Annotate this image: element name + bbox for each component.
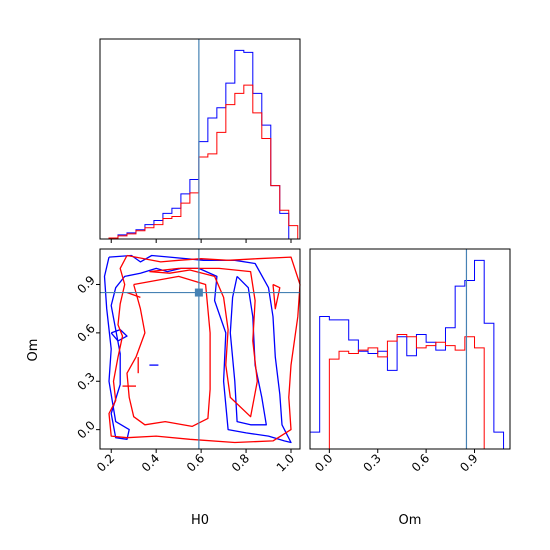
h0-x-tick-label-3: 0.8 xyxy=(229,451,252,474)
contour-series-b-3 xyxy=(126,275,211,428)
x-axis-label-om: Om xyxy=(399,513,422,528)
om-y-tick-label-1: 0.3 xyxy=(74,370,97,393)
om-x-tick-label-3: 0.9 xyxy=(457,451,480,474)
panel-h0-histogram xyxy=(99,38,301,243)
y-axis-label-om: Om xyxy=(26,339,41,362)
om-histogram-step-1 xyxy=(309,259,510,450)
x-axis-label-h0: H0 xyxy=(191,513,209,528)
h0-x-tick-label-0: 0.2 xyxy=(94,451,117,474)
contour-series xyxy=(103,254,301,444)
om-x-tick-label-2: 0.6 xyxy=(409,451,432,474)
h0-x-tick-label-1: 0.4 xyxy=(139,451,162,474)
h0-histogram-ticks xyxy=(110,239,292,243)
om-y-tick-label-2: 0.6 xyxy=(74,321,97,344)
om-y-tick-label-0: 0.0 xyxy=(74,418,97,441)
contour-series-a-2 xyxy=(229,275,267,426)
om-x-tick-label-1: 0.3 xyxy=(360,451,383,474)
contour-series-b-7 xyxy=(272,283,281,310)
om-y-tick-label-3: 0.9 xyxy=(74,273,97,296)
om-histogram-step-2 xyxy=(310,333,510,450)
h0-x-tick-label-2: 0.6 xyxy=(184,451,207,474)
contour-series-a-3 xyxy=(110,328,128,342)
contour-series-b-1 xyxy=(108,254,301,444)
om-histogram-series xyxy=(309,259,510,450)
om-histogram-frame xyxy=(309,248,511,450)
panel-om-histogram: 0.0 0.3 0.6 0.9 xyxy=(309,248,511,475)
contour-series-b-4 xyxy=(126,291,141,299)
contour-panel-frame xyxy=(99,248,301,450)
contour-series-b-2 xyxy=(149,267,258,418)
om-x-tick-label-0: 0.0 xyxy=(312,451,335,474)
h0-histogram-frame xyxy=(99,38,301,240)
contour-panel-ticks: 0.2 0.4 0.6 0.8 1.0 0.0 0.3 0.6 0.9 xyxy=(74,273,297,475)
om-histogram-ticks: 0.0 0.3 0.6 0.9 xyxy=(312,449,481,475)
panel-h0-om-contours: 0.2 0.4 0.6 0.8 1.0 0.0 0.3 0.6 0.9 xyxy=(74,248,301,475)
h0-x-tick-label-4: 1.0 xyxy=(274,451,297,474)
contour-series-a-1 xyxy=(103,254,292,444)
truth-marker xyxy=(194,288,203,297)
